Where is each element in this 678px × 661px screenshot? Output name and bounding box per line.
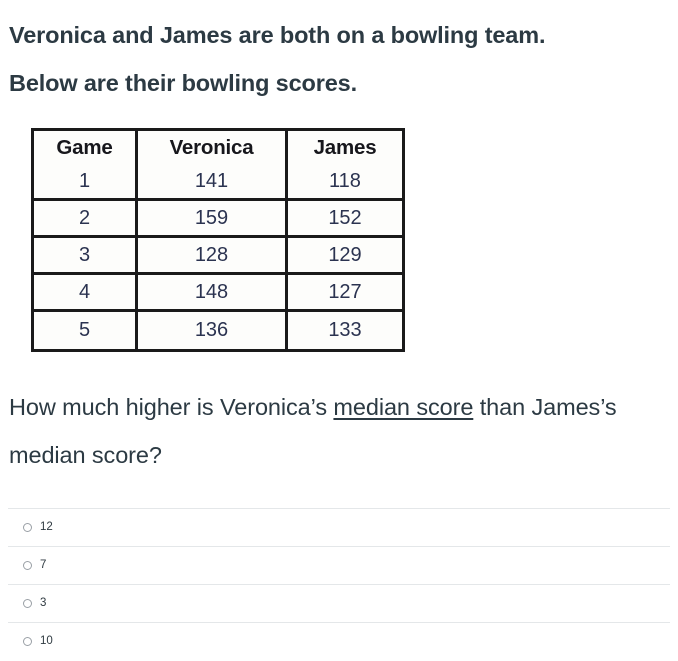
- cell-game: 4: [34, 275, 138, 312]
- cell-game: 1: [34, 164, 138, 201]
- cell-game: 2: [34, 201, 138, 238]
- cell-james: 152: [288, 201, 402, 238]
- cell-veronica: 141: [138, 164, 288, 201]
- prompt-paragraph: Veronica and James are both on a bowling…: [0, 0, 678, 107]
- question-part-2: than James’s median score?: [9, 394, 617, 468]
- table-row: 5 136 133: [34, 312, 402, 349]
- answer-choice-option-3[interactable]: 3: [8, 584, 670, 622]
- cell-game: 5: [34, 312, 138, 349]
- table-row: 1 141 118: [34, 164, 402, 201]
- scores-table-wrapper: Game Veronica James 1 141 118 2 159 1 5 2 …: [31, 128, 405, 352]
- question-emphasis: median score: [333, 394, 474, 420]
- answer-choice-option-1[interactable]: 12: [8, 508, 670, 546]
- radio-button-icon[interactable]: [23, 561, 32, 570]
- answer-choice-option-2[interactable]: 7: [8, 546, 670, 584]
- radio-button-icon[interactable]: [23, 599, 32, 608]
- cell-james: 127: [288, 275, 402, 312]
- prompt-line-1: Veronica and James are both on a bowling…: [9, 22, 546, 48]
- table-row: 4 148 127: [34, 275, 402, 312]
- cell-james: 129: [288, 238, 402, 275]
- radio-button-icon[interactable]: [23, 523, 32, 532]
- question-text: How much higher is Veronica’s median sco…: [0, 383, 678, 479]
- column-header-game: Game: [34, 131, 138, 164]
- prompt-line-2: Below are their bowling scores.: [9, 70, 357, 96]
- cell-game: 3: [34, 238, 138, 275]
- answer-choices-list: 12 7 3 10: [0, 508, 678, 660]
- answer-choice-label: 12: [40, 520, 53, 533]
- table-header-row: Game Veronica James: [34, 131, 402, 164]
- cell-veronica: 159: [138, 201, 288, 238]
- cell-james: 133: [288, 312, 402, 349]
- scores-table: Game Veronica James 1 141 118 2 159 1 5 2 …: [31, 128, 405, 352]
- answer-choice-label: 3: [40, 596, 47, 609]
- answer-choice-option-4[interactable]: 10: [8, 622, 670, 660]
- table-row: 2 159 152: [34, 201, 402, 238]
- column-header-james: James: [288, 131, 402, 164]
- answer-choice-label: 7: [40, 558, 47, 571]
- radio-button-icon[interactable]: [23, 637, 32, 646]
- column-header-veronica: Veronica: [138, 131, 288, 164]
- question-part-1: How much higher is Veronica’s: [9, 394, 334, 420]
- cell-veronica: 136: [138, 312, 288, 349]
- cell-veronica: 148: [138, 275, 288, 312]
- cell-james: 118: [288, 164, 402, 201]
- table-row: 3 128 129: [34, 238, 402, 275]
- answer-choice-label: 10: [40, 634, 53, 647]
- cell-veronica: 128: [138, 238, 288, 275]
